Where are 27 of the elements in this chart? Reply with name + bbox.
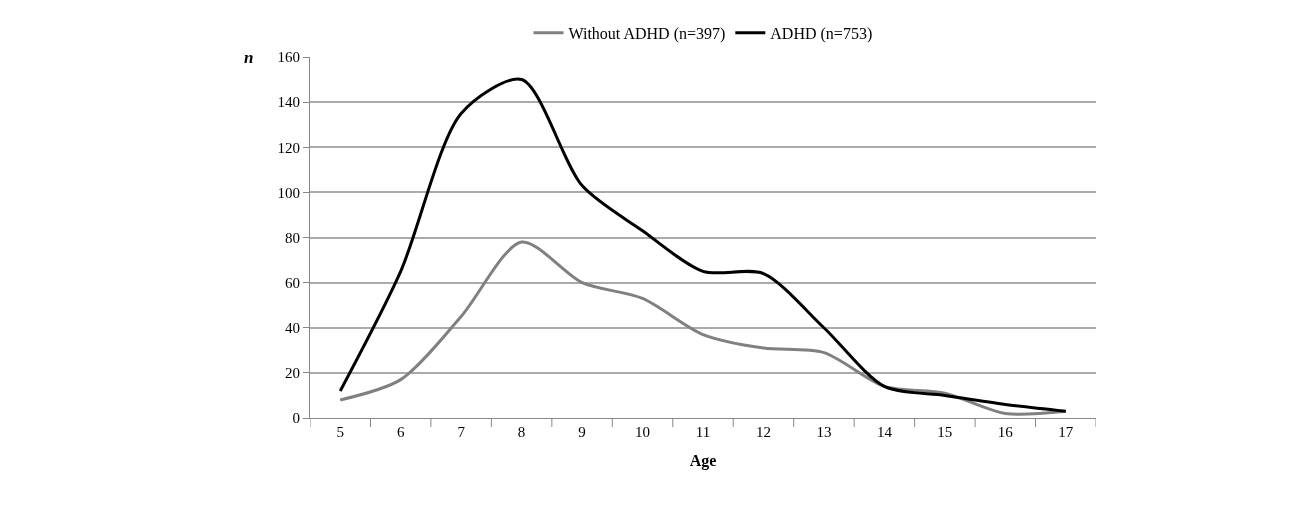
x-tick-label: 13 xyxy=(816,424,832,440)
x-tick-label: 9 xyxy=(578,424,586,440)
line-series xyxy=(338,77,1068,413)
x-tick-label: 6 xyxy=(396,424,405,440)
x-tick-label: 12 xyxy=(755,424,771,440)
y-tick-label: 0 xyxy=(292,410,300,427)
x-tick-label: 10 xyxy=(635,424,651,440)
x-tick-label: 8 xyxy=(517,424,526,440)
y-tick-label: 20 xyxy=(285,365,300,382)
y-axis-title: n xyxy=(244,48,254,67)
y-tick-label: 140 xyxy=(277,94,300,111)
x-tick-label: 15 xyxy=(937,424,953,440)
x-tick-label: 17 xyxy=(1058,424,1074,440)
legend-label: Without ADHD (n=397) xyxy=(568,24,726,43)
x-tick-label: 11 xyxy=(695,424,711,440)
x-axis-title: Age xyxy=(689,451,717,470)
legend-label: ADHD (n=753) xyxy=(770,24,873,43)
y-tick-label: 160 xyxy=(277,49,300,66)
y-tick-label: 80 xyxy=(285,229,300,246)
x-tick-label: 14 xyxy=(876,424,893,440)
y-tick-label: 100 xyxy=(277,184,300,201)
x-tick-label: 16 xyxy=(997,424,1014,440)
y-tick-label: 60 xyxy=(285,274,300,291)
x-tick-label: 7 xyxy=(457,424,466,440)
y-tick-label: 120 xyxy=(277,139,300,156)
x-tick-label: 5 xyxy=(336,424,344,440)
y-tick-label: 40 xyxy=(285,320,300,336)
